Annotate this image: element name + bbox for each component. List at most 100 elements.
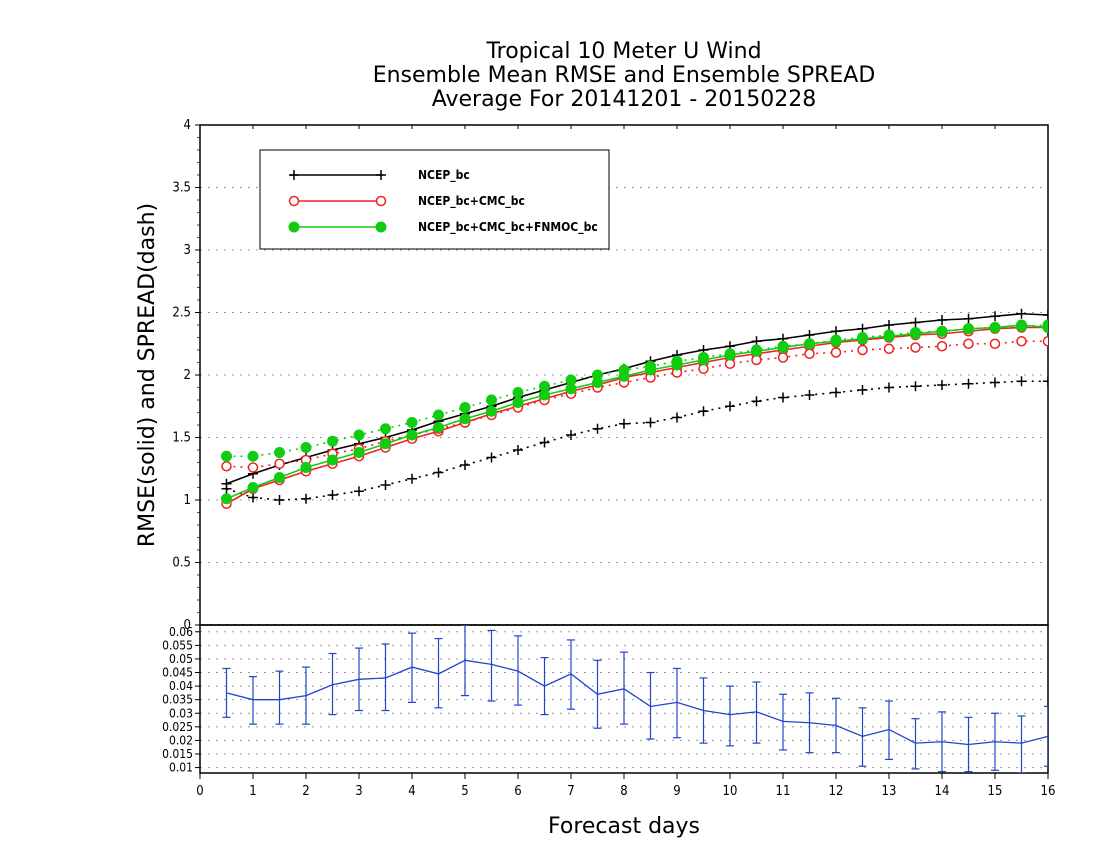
data-point (327, 454, 338, 466)
data-point (1016, 308, 1027, 319)
data-point (512, 397, 524, 408)
data-point (804, 348, 815, 359)
x-tick-label: 0 (196, 784, 203, 799)
y-tick-label: 0.03 (169, 706, 193, 720)
x-tick-label: 12 (829, 784, 844, 799)
data-point (539, 437, 550, 448)
data-point (830, 334, 842, 346)
data-point (883, 343, 895, 354)
data-point (910, 381, 921, 392)
x-tick-label: 4 (408, 784, 415, 799)
y-tick-label: 3 (184, 243, 191, 258)
series-line (226, 324, 1048, 458)
x-tick-label: 7 (567, 784, 574, 799)
x-tick-label: 1 (249, 784, 256, 799)
series-line (226, 340, 1048, 469)
data-point (910, 317, 921, 328)
bottom-series-group (222, 625, 1048, 773)
y-tick-label: 1.5 (172, 431, 191, 446)
data-point (566, 430, 576, 440)
data-point (486, 405, 497, 417)
data-point (963, 323, 974, 335)
data-point (990, 311, 1000, 322)
y-tick-label: 3.5 (172, 181, 191, 196)
legend-box (259, 149, 610, 250)
data-point (857, 385, 868, 395)
error-bar (1017, 715, 1026, 773)
y-tick-label: 2.5 (172, 306, 191, 321)
data-point (883, 329, 895, 341)
x-axis-label: Forecast days (548, 814, 700, 839)
chart-title-line: Ensemble Mean RMSE and Ensemble SPREAD (373, 63, 876, 88)
data-point (460, 460, 470, 470)
x-tick-label: 14 (935, 784, 950, 799)
data-point (327, 435, 338, 447)
y-tick-label: 0.01 (169, 761, 193, 775)
data-point (512, 387, 524, 398)
data-point (804, 338, 815, 350)
legend-label: NCEP_bc (418, 168, 470, 183)
data-point (884, 382, 894, 393)
data-point (353, 429, 365, 441)
data-point (698, 352, 709, 363)
error-bar (487, 629, 496, 702)
y-tick-label: 1 (184, 493, 191, 508)
data-point (751, 396, 762, 407)
data-point (1016, 336, 1027, 347)
data-point (963, 313, 974, 324)
data-point (353, 447, 365, 458)
error-bar (249, 675, 257, 725)
data-point (724, 348, 736, 360)
y-tick-label: 0.025 (162, 720, 193, 734)
data-point (1042, 319, 1048, 331)
data-point (830, 347, 842, 358)
data-point (592, 423, 603, 434)
error-bar (779, 693, 787, 751)
data-point (724, 358, 736, 369)
data-point (513, 445, 523, 455)
legend: NCEP_bc NCEP_bc+CMC_bc NCEP_bc+CMC_bc+FNMO… (259, 149, 610, 250)
data-point (831, 387, 841, 398)
data-point (1016, 376, 1027, 387)
x-tick-label: 8 (620, 784, 627, 799)
data-point (247, 482, 259, 493)
data-point (857, 344, 868, 356)
x-tick-label: 10 (723, 784, 738, 799)
x-tick-label: 11 (776, 784, 791, 799)
data-point (645, 360, 656, 372)
x-tick-label: 13 (882, 784, 897, 799)
data-point (486, 452, 497, 463)
data-point (778, 392, 788, 403)
y-tick-label: 4 (184, 118, 191, 133)
data-point (698, 363, 709, 374)
data-point (910, 342, 921, 353)
data-point (433, 467, 444, 478)
y-tick-label: 0.02 (169, 733, 193, 747)
series-line (226, 326, 1048, 505)
data-point (406, 417, 418, 428)
data-point (247, 450, 259, 462)
data-point (407, 473, 417, 484)
data-point (884, 320, 894, 330)
series-line (226, 380, 1048, 501)
data-point (406, 429, 418, 441)
data-point (725, 401, 735, 412)
y-tick-label: 0.04 (169, 679, 193, 693)
y-tick-label: 0.06 (169, 625, 193, 639)
data-point (221, 461, 232, 472)
data-point (300, 462, 312, 473)
data-point (486, 394, 497, 406)
data-point (804, 390, 815, 400)
data-point (354, 486, 364, 497)
data-point (459, 413, 471, 425)
data-point (375, 195, 387, 207)
x-tick-label: 6 (514, 784, 521, 799)
x-tick-label: 16 (1041, 784, 1056, 799)
data-point (1043, 310, 1048, 320)
data-point (671, 355, 683, 367)
y-axis-label: RMSE(solid) and SPREAD(dash) (135, 203, 160, 547)
x-tick-label: 9 (673, 784, 680, 799)
data-point (592, 369, 603, 381)
error-bar (620, 651, 628, 725)
